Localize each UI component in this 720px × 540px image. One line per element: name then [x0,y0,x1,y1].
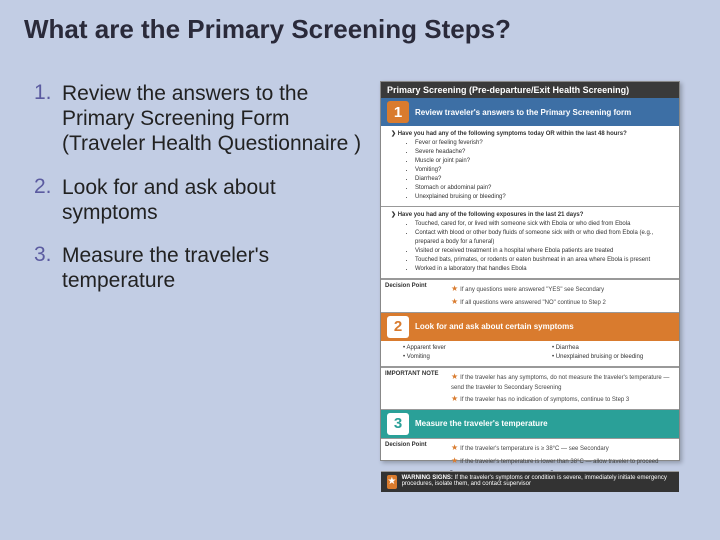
content-row: 1. Review the answers to the Primary Scr… [22,81,698,487]
steps-column: 1. Review the answers to the Primary Scr… [22,81,362,487]
exposure-item: Contact with blood or other body fluids … [415,229,671,247]
page-title: What are the Primary Screening Steps? [24,14,698,45]
warning-row: ★ WARNING SIGNS: If the traveler's sympt… [381,472,679,492]
poster-section-3-header: 3 Measure the traveler's temperature [381,410,679,438]
section-badge-1: 1 [387,101,409,123]
q-icon: ❯ [391,131,398,137]
decision-text: ★If any questions were answered "YES" se… [451,283,675,309]
symptom-list: Fever or feeling feverish? Severe headac… [403,139,671,202]
poster-section-1-header: 1 Review traveler's answers to the Prima… [381,98,679,126]
list-item: 3. Measure the traveler's temperature [34,243,362,293]
exposure-item: Visited or received treatment in a hospi… [415,247,671,256]
step-number: 3. [34,243,62,293]
poster-body-q1: ❯ Have you had any of the following symp… [381,126,679,207]
decision-label: Decision Point [385,442,451,468]
step-text: Review the answers to the Primary Screen… [62,81,362,157]
list-item: 1. Review the answers to the Primary Scr… [34,81,362,157]
exposure-list: Touched, cared for, or lived with someon… [403,220,671,274]
decision-text: ★If the traveler has any symptoms, do no… [451,371,675,406]
step-number: 2. [34,175,62,225]
poster-column: Primary Screening (Pre-departure/Exit He… [380,81,680,487]
poster-body-q2: ❯ Have you had any of the following expo… [381,207,679,279]
section-badge-3: 3 [387,413,409,435]
symptom-col-left: • Apparent fever • Vomiting [403,344,522,363]
symptom-item: Unexplained bruising or bleeding? [415,193,671,202]
symptom-col-right: • Diarrhea • Unexplained bruising or ble… [552,344,671,363]
steps-list: 1. Review the answers to the Primary Scr… [34,81,362,293]
poster-header: Primary Screening (Pre-departure/Exit He… [381,82,679,98]
symptom-item: Severe headache? [415,148,671,157]
star-icon: ★ [451,284,458,293]
symptom-item: Diarrhea? [415,175,671,184]
symptom-item: Vomiting? [415,166,671,175]
slide: What are the Primary Screening Steps? 1.… [0,0,720,540]
section-title-2: Look for and ask about certain symptoms [415,322,574,331]
decision-label: Decision Point [385,283,451,309]
decision-point-1: Decision Point ★If any questions were an… [381,279,679,313]
poster-section-2-header: 2 Look for and ask about certain symptom… [381,313,679,341]
q-icon: ❯ [391,212,398,218]
star-icon: ★ [451,372,458,381]
decision-point-3: Decision Point ★If the traveler's temper… [381,438,679,472]
section-badge-2: 2 [387,316,409,338]
exposure-item: Touched, cared for, or lived with someon… [415,220,671,229]
step-number: 1. [34,81,62,157]
decision-label: IMPORTANT NOTE [385,371,451,406]
exposure-item: Worked in a laboratory that handles Ebol… [415,265,671,274]
section-title-1: Review traveler's answers to the Primary… [415,108,631,117]
q2-label: ❯ Have you had any of the following expo… [391,211,671,220]
symptom-columns: • Apparent fever • Vomiting • Diarrhea •… [381,341,679,367]
decision-text: ★If the traveler's temperature is ≥ 38°C… [451,442,675,468]
star-icon: ★ [451,394,458,403]
symptom-item: Muscle or joint pain? [415,157,671,166]
exposure-item: Touched bats, primates, or rodents or ea… [415,256,671,265]
poster-image: Primary Screening (Pre-departure/Exit He… [380,81,680,461]
list-item: 2. Look for and ask about symptoms [34,175,362,225]
warning-text: WARNING SIGNS: If the traveler's symptom… [402,475,673,487]
symptom-item: Stomach or abdominal pain? [415,184,671,193]
step-text: Measure the traveler's temperature [62,243,362,293]
star-icon: ★ [451,297,458,306]
q1-label: ❯ Have you had any of the following symp… [391,130,671,139]
warning-star-icon: ★ [387,475,397,489]
decision-point-2: IMPORTANT NOTE ★If the traveler has any … [381,367,679,410]
star-icon: ★ [451,456,458,465]
step-text: Look for and ask about symptoms [62,175,362,225]
symptom-item: Fever or feeling feverish? [415,139,671,148]
star-icon: ★ [451,443,458,452]
section-title-3: Measure the traveler's temperature [415,419,548,428]
